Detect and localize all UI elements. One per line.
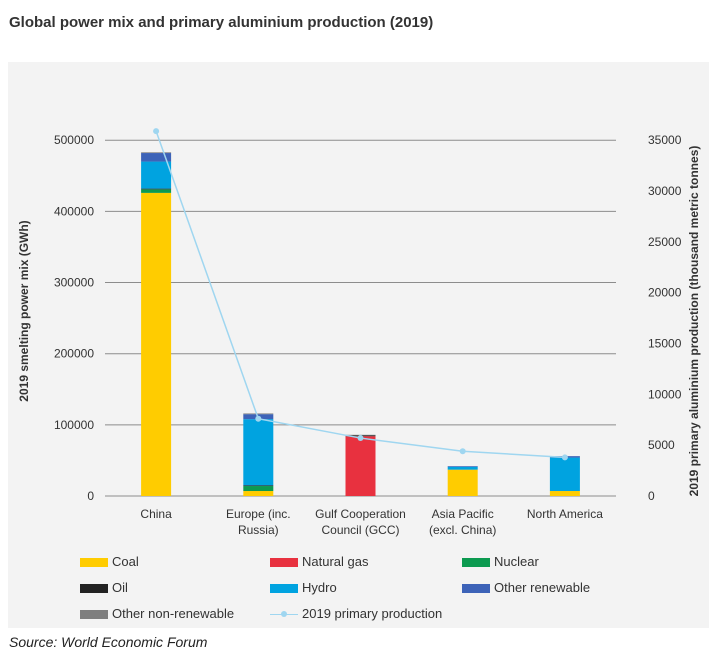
y2-tick-label: 10000: [648, 387, 682, 401]
y2-tick-label: 15000: [648, 337, 682, 351]
legend-swatch-oil: [80, 584, 108, 594]
y-tick-label: 0: [87, 489, 94, 503]
bar-segment-nuclear: [141, 189, 172, 193]
legend-swatch-natural-gas: [270, 558, 298, 568]
bar-segment-nuclear: [243, 486, 274, 492]
y2-tick-label: 30000: [648, 184, 682, 198]
y2-tick-label: 0: [648, 489, 655, 503]
y2-tick-label: 35000: [648, 133, 682, 147]
legend-item-other-renewable: Other renewable: [462, 580, 590, 595]
bar-segment-coal: [447, 469, 478, 496]
bar-segment-coal: [141, 192, 172, 496]
legend-label-other-renewable: Other renewable: [494, 580, 591, 595]
x-category-label: Russia): [238, 523, 279, 537]
bar-segment-hydro: [549, 457, 580, 492]
primary-production-line: [155, 130, 565, 459]
y2-tick-label: 20000: [648, 286, 682, 300]
legend-swatch-other-non-renewable: [80, 610, 108, 620]
legend-item-natural-gas: Natural gas: [270, 554, 368, 569]
y2-axis-title: 2019 primary aluminium production (thous…: [687, 146, 701, 497]
legend-swatch-hydro: [270, 584, 298, 594]
y2-tick-label: 25000: [648, 235, 682, 249]
bar-segment-oil: [141, 188, 172, 190]
legend-label-oil: Oil: [112, 580, 128, 595]
bar-segment-hydro: [243, 419, 274, 486]
legend-label-coal: Coal: [112, 554, 139, 569]
legend-swatch-primary-production: [270, 610, 298, 619]
legend-swatch-nuclear: [462, 558, 490, 568]
bar-segment-coal: [243, 491, 274, 496]
legend-item-hydro: Hydro: [270, 580, 337, 595]
bar-segment-oil: [243, 485, 274, 487]
x-category-label: China: [140, 507, 172, 521]
legend-label-nuclear: Nuclear: [494, 554, 539, 569]
legend-label-primary-production: 2019 primary production: [302, 606, 443, 621]
y-axis-title: 2019 smelting power mix (GWh): [17, 220, 31, 401]
x-category-label: Asia Pacific: [432, 507, 494, 521]
source-note: Source: World Economic Forum: [9, 634, 208, 650]
primary-production-point: [153, 128, 160, 135]
primary-production-point: [561, 454, 568, 461]
bar-segment-natural-gas: [345, 436, 376, 496]
chart-plot: 0 100000 200000 300000 400000 500000 0 5000 1000…: [17, 128, 701, 537]
bar-segment-other-renewable: [141, 153, 172, 162]
y-tick-label: 500000: [54, 133, 94, 147]
legend-item-nuclear: Nuclear: [462, 554, 539, 569]
bar-segment-hydro: [141, 161, 172, 189]
legend-label-hydro: Hydro: [302, 580, 337, 595]
x-category-label: North America: [527, 507, 603, 521]
primary-production-point: [255, 415, 262, 422]
legend-swatch-coal: [80, 558, 108, 568]
y-tick-label: 100000: [54, 418, 94, 432]
chart-panel: 0 100000 200000 300000 400000 500000 0 5000 1000…: [8, 62, 709, 628]
legend-item-other-non-renewable: Other non-renewable: [80, 606, 234, 621]
y2-tick-label: 5000: [648, 438, 675, 452]
legend-item-primary-production: 2019 primary production: [270, 606, 442, 621]
x-category-label: Council (GCC): [321, 523, 399, 537]
legend-label-natural-gas: Natural gas: [302, 554, 369, 569]
y-tick-label: 400000: [54, 204, 94, 218]
legend-label-other-non-renewable: Other non-renewable: [112, 606, 235, 621]
bar-segment-other-non-renewable: [141, 152, 172, 154]
legend-item-coal: Coal: [80, 554, 139, 569]
y-tick-label: 200000: [54, 347, 94, 361]
chart-title: Global power mix and primary aluminium p…: [9, 14, 434, 31]
x-category-label: Europe (inc.: [226, 507, 291, 521]
primary-production-point: [459, 448, 466, 455]
legend-item-oil: Oil: [80, 580, 128, 595]
y-tick-label: 300000: [54, 276, 94, 290]
bar-segment-other-renewable: [447, 466, 478, 467]
x-category-label: Gulf Cooperation: [315, 507, 406, 521]
bar-segment-hydro: [447, 466, 478, 470]
legend-swatch-other-renewable: [462, 584, 490, 594]
bar-segment-other-non-renewable: [243, 413, 274, 415]
primary-production-point: [357, 435, 364, 442]
bar-segment-coal: [549, 491, 580, 496]
x-category-label: (excl. China): [429, 523, 496, 537]
